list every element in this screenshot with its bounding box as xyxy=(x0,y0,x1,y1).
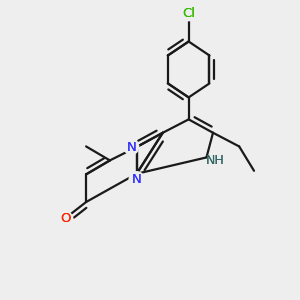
Text: O: O xyxy=(60,212,70,226)
Circle shape xyxy=(124,140,139,154)
Circle shape xyxy=(129,172,144,187)
Text: N: N xyxy=(126,140,136,154)
Text: NH: NH xyxy=(206,154,224,167)
Text: N: N xyxy=(126,140,136,154)
Text: Cl: Cl xyxy=(182,7,195,20)
Text: N: N xyxy=(132,172,142,186)
Text: Cl: Cl xyxy=(182,7,195,20)
Circle shape xyxy=(181,6,196,21)
Text: N: N xyxy=(132,172,142,186)
Text: NH: NH xyxy=(206,154,224,167)
Circle shape xyxy=(207,153,222,168)
Text: O: O xyxy=(60,212,70,226)
Circle shape xyxy=(58,212,73,226)
